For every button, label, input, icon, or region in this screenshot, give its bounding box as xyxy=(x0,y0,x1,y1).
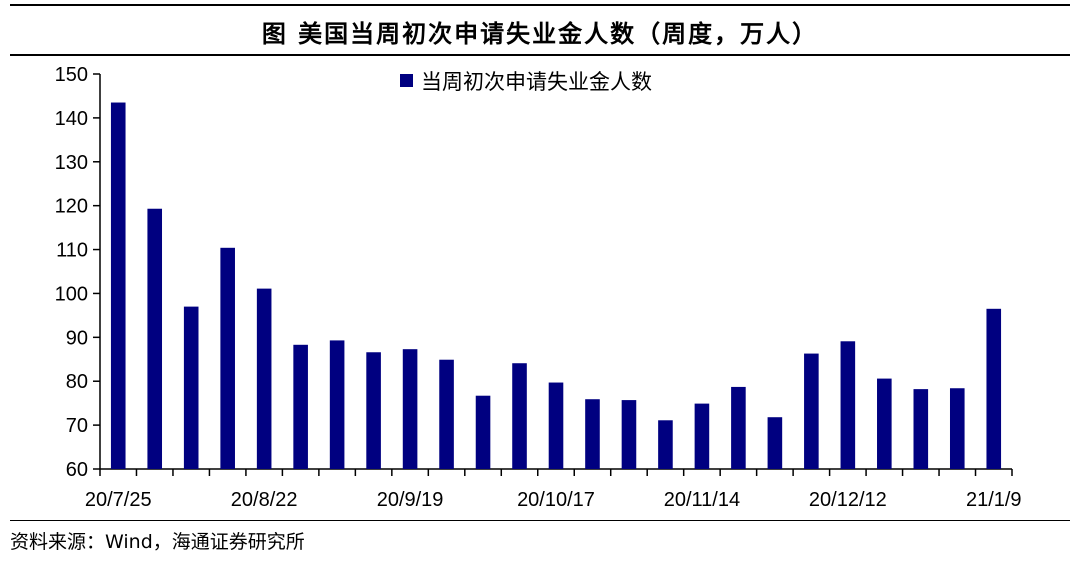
bar xyxy=(256,288,272,469)
legend: 当周初次申请失业金人数 xyxy=(400,70,652,94)
bar xyxy=(293,344,308,469)
y-tick-label: 70 xyxy=(66,415,88,437)
bar-chart: 60 70 80 90 100 110 120 130 140 150 20/7/25 20/8/2… xyxy=(55,64,1022,511)
bar xyxy=(986,308,1002,469)
bar xyxy=(220,247,235,469)
bar xyxy=(949,388,965,469)
bar-series xyxy=(110,102,1002,470)
bar xyxy=(402,349,418,469)
bar xyxy=(913,389,929,469)
bar xyxy=(512,363,527,469)
y-tick-label: 100 xyxy=(55,283,88,305)
legend-label: 当周初次申请失业金人数 xyxy=(421,70,652,94)
title-bottom-rule xyxy=(10,54,1070,56)
y-tick-label: 150 xyxy=(55,64,88,86)
x-tick-label: 20/9/19 xyxy=(377,489,444,511)
x-tick-label: 21/1/9 xyxy=(966,489,1022,511)
source-note: 资料来源：Wind，海通证券研究所 xyxy=(10,531,305,553)
y-tick-label: 80 xyxy=(66,371,88,393)
y-axis: 60 70 80 90 100 110 120 130 140 150 xyxy=(55,64,101,481)
bar xyxy=(804,353,819,469)
bar xyxy=(183,306,199,469)
legend-swatch xyxy=(400,74,413,87)
x-tick-label: 20/11/14 xyxy=(664,489,740,511)
y-tick-label: 130 xyxy=(55,152,88,174)
title-top-rule xyxy=(10,4,1070,6)
bar xyxy=(658,420,673,469)
bar xyxy=(840,341,856,469)
y-tick-label: 60 xyxy=(66,459,88,481)
x-axis: 20/7/25 20/8/22 20/9/19 20/10/17 20/11/14 20/… xyxy=(85,468,1022,511)
y-tick-label: 90 xyxy=(66,327,88,349)
source-rule xyxy=(10,520,1070,521)
bar xyxy=(366,352,381,469)
bar xyxy=(548,382,564,469)
y-tick-label: 140 xyxy=(55,108,88,130)
bar xyxy=(110,102,126,470)
x-tick-label: 20/12/12 xyxy=(809,489,887,511)
bar xyxy=(585,399,600,469)
x-tick-label: 20/8/22 xyxy=(231,489,298,511)
bar xyxy=(147,208,163,469)
bar xyxy=(731,386,746,469)
bar xyxy=(439,359,454,469)
x-tick-label: 20/10/17 xyxy=(517,489,595,511)
title-bar: 图 美国当周初次申请失业金人数（周度，万人） xyxy=(0,0,1080,58)
x-tick-label: 20/7/25 xyxy=(85,489,152,511)
chart-title: 图 美国当周初次申请失业金人数（周度，万人） xyxy=(261,20,819,48)
bar xyxy=(694,403,710,469)
bar xyxy=(329,340,345,469)
bar xyxy=(877,378,892,469)
bar xyxy=(621,400,637,469)
y-tick-label: 110 xyxy=(56,240,88,262)
bar xyxy=(767,417,783,469)
bar xyxy=(475,395,491,469)
y-tick-label: 120 xyxy=(55,196,88,218)
